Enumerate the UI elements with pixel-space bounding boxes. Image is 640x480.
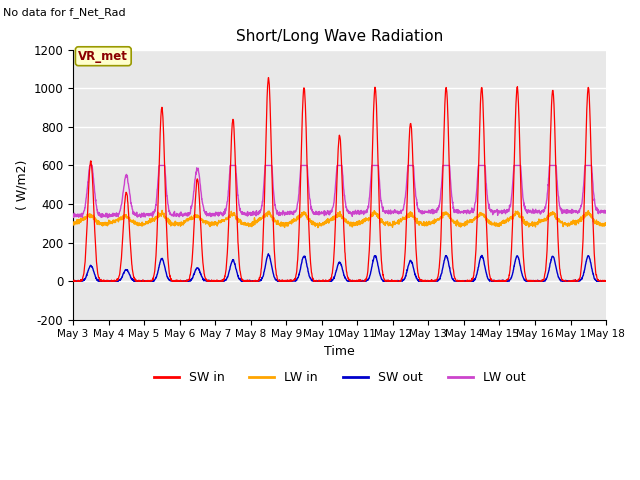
LW in <box>602 221 610 227</box>
Line: LW out: LW out <box>73 166 606 218</box>
Text: VR_met: VR_met <box>78 50 128 63</box>
SW in <box>556 261 563 267</box>
Text: No data for f_Net_Rad: No data for f_Net_Rad <box>3 7 126 18</box>
SW out <box>367 269 374 275</box>
LW out <box>367 179 374 185</box>
SW in <box>69 278 77 284</box>
LW out <box>69 212 77 218</box>
SW in <box>355 278 363 284</box>
SW out <box>495 278 502 284</box>
LW out <box>355 211 363 217</box>
LW out <box>495 209 502 215</box>
SW out <box>69 278 77 284</box>
SW out <box>218 277 226 283</box>
LW out <box>570 209 578 215</box>
SW in <box>495 278 502 284</box>
LW out <box>218 211 226 217</box>
LW in <box>495 221 502 227</box>
SW in <box>218 277 226 283</box>
Line: SW in: SW in <box>73 78 606 281</box>
Legend: SW in, LW in, SW out, LW out: SW in, LW in, SW out, LW out <box>148 366 531 389</box>
SW out <box>69 278 77 284</box>
LW in <box>355 217 363 223</box>
Line: SW out: SW out <box>73 254 606 281</box>
Title: Short/Long Wave Radiation: Short/Long Wave Radiation <box>236 29 443 44</box>
LW in <box>570 219 578 225</box>
SW out <box>570 277 578 283</box>
SW in <box>570 278 578 284</box>
SW in <box>367 209 374 215</box>
SW out <box>602 278 610 284</box>
SW in <box>265 75 273 81</box>
X-axis label: Time: Time <box>324 345 355 358</box>
LW out <box>86 163 93 168</box>
LW in <box>314 225 322 230</box>
Y-axis label: ( W/m2): ( W/m2) <box>15 159 28 210</box>
SW out <box>556 276 563 282</box>
Line: LW in: LW in <box>73 210 606 228</box>
LW in <box>367 214 374 220</box>
LW out <box>556 203 563 209</box>
SW out <box>355 278 363 284</box>
LW out <box>104 215 111 221</box>
LW in <box>158 207 166 213</box>
SW out <box>264 251 272 257</box>
LW in <box>69 222 77 228</box>
LW in <box>556 219 563 225</box>
SW in <box>69 278 77 284</box>
LW in <box>218 219 226 225</box>
SW in <box>602 278 610 284</box>
LW out <box>602 209 610 215</box>
